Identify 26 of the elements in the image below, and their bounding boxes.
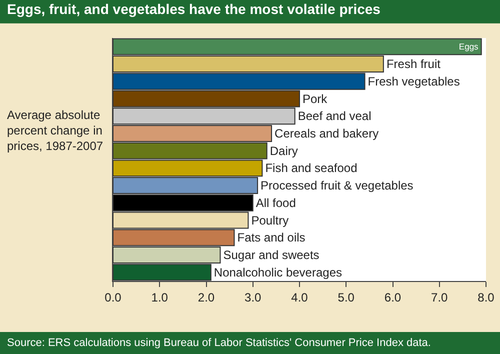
y-tick-label: Sugar and sweets [223, 248, 320, 262]
x-tick-label: 8.0 [478, 290, 495, 304]
y-tick-label: Beef and veal [298, 109, 372, 124]
y-tick-label: Fish and seafood [265, 161, 358, 176]
y-tick-label: Nonalcoholic beverages [214, 265, 342, 280]
x-tick-label: 0.0 [104, 290, 122, 304]
source-note: Source: ERS calculations using Bureau of Labor Statistics' Consumer Price Index data. [7, 337, 431, 349]
y-tick-label: Fats and oils [237, 230, 306, 245]
y-tick-label: Cereals and bakery [274, 126, 379, 140]
x-tick-label: 1.0 [151, 290, 168, 304]
y-tick-label: Processed fruit & vegetables [260, 178, 414, 193]
x-tick-label: 6.0 [384, 290, 402, 304]
y-tick-label: Pork [302, 92, 328, 106]
y-tick-label: Poultry [251, 213, 289, 228]
x-tick-label: 3.0 [244, 290, 262, 304]
y-tick-label: Fresh vegetables [368, 74, 460, 88]
chart-title: Eggs, fruit, and vegetables have the most volatile prices [7, 1, 381, 17]
y-tick-label: All food [256, 196, 296, 210]
y-tick-label: Fresh fruit [386, 57, 442, 72]
y-axis-title: Average absolute percent change in prices, 1987-2007 [7, 108, 104, 154]
y-tick-label: Eggs [458, 42, 478, 52]
y-tick-label: Dairy [270, 144, 298, 158]
x-tick-label: 4.0 [291, 290, 308, 304]
x-tick-label: 2.0 [198, 290, 215, 304]
x-tick-label: 7.0 [431, 290, 448, 304]
x-tick-label: 5.0 [338, 290, 355, 304]
